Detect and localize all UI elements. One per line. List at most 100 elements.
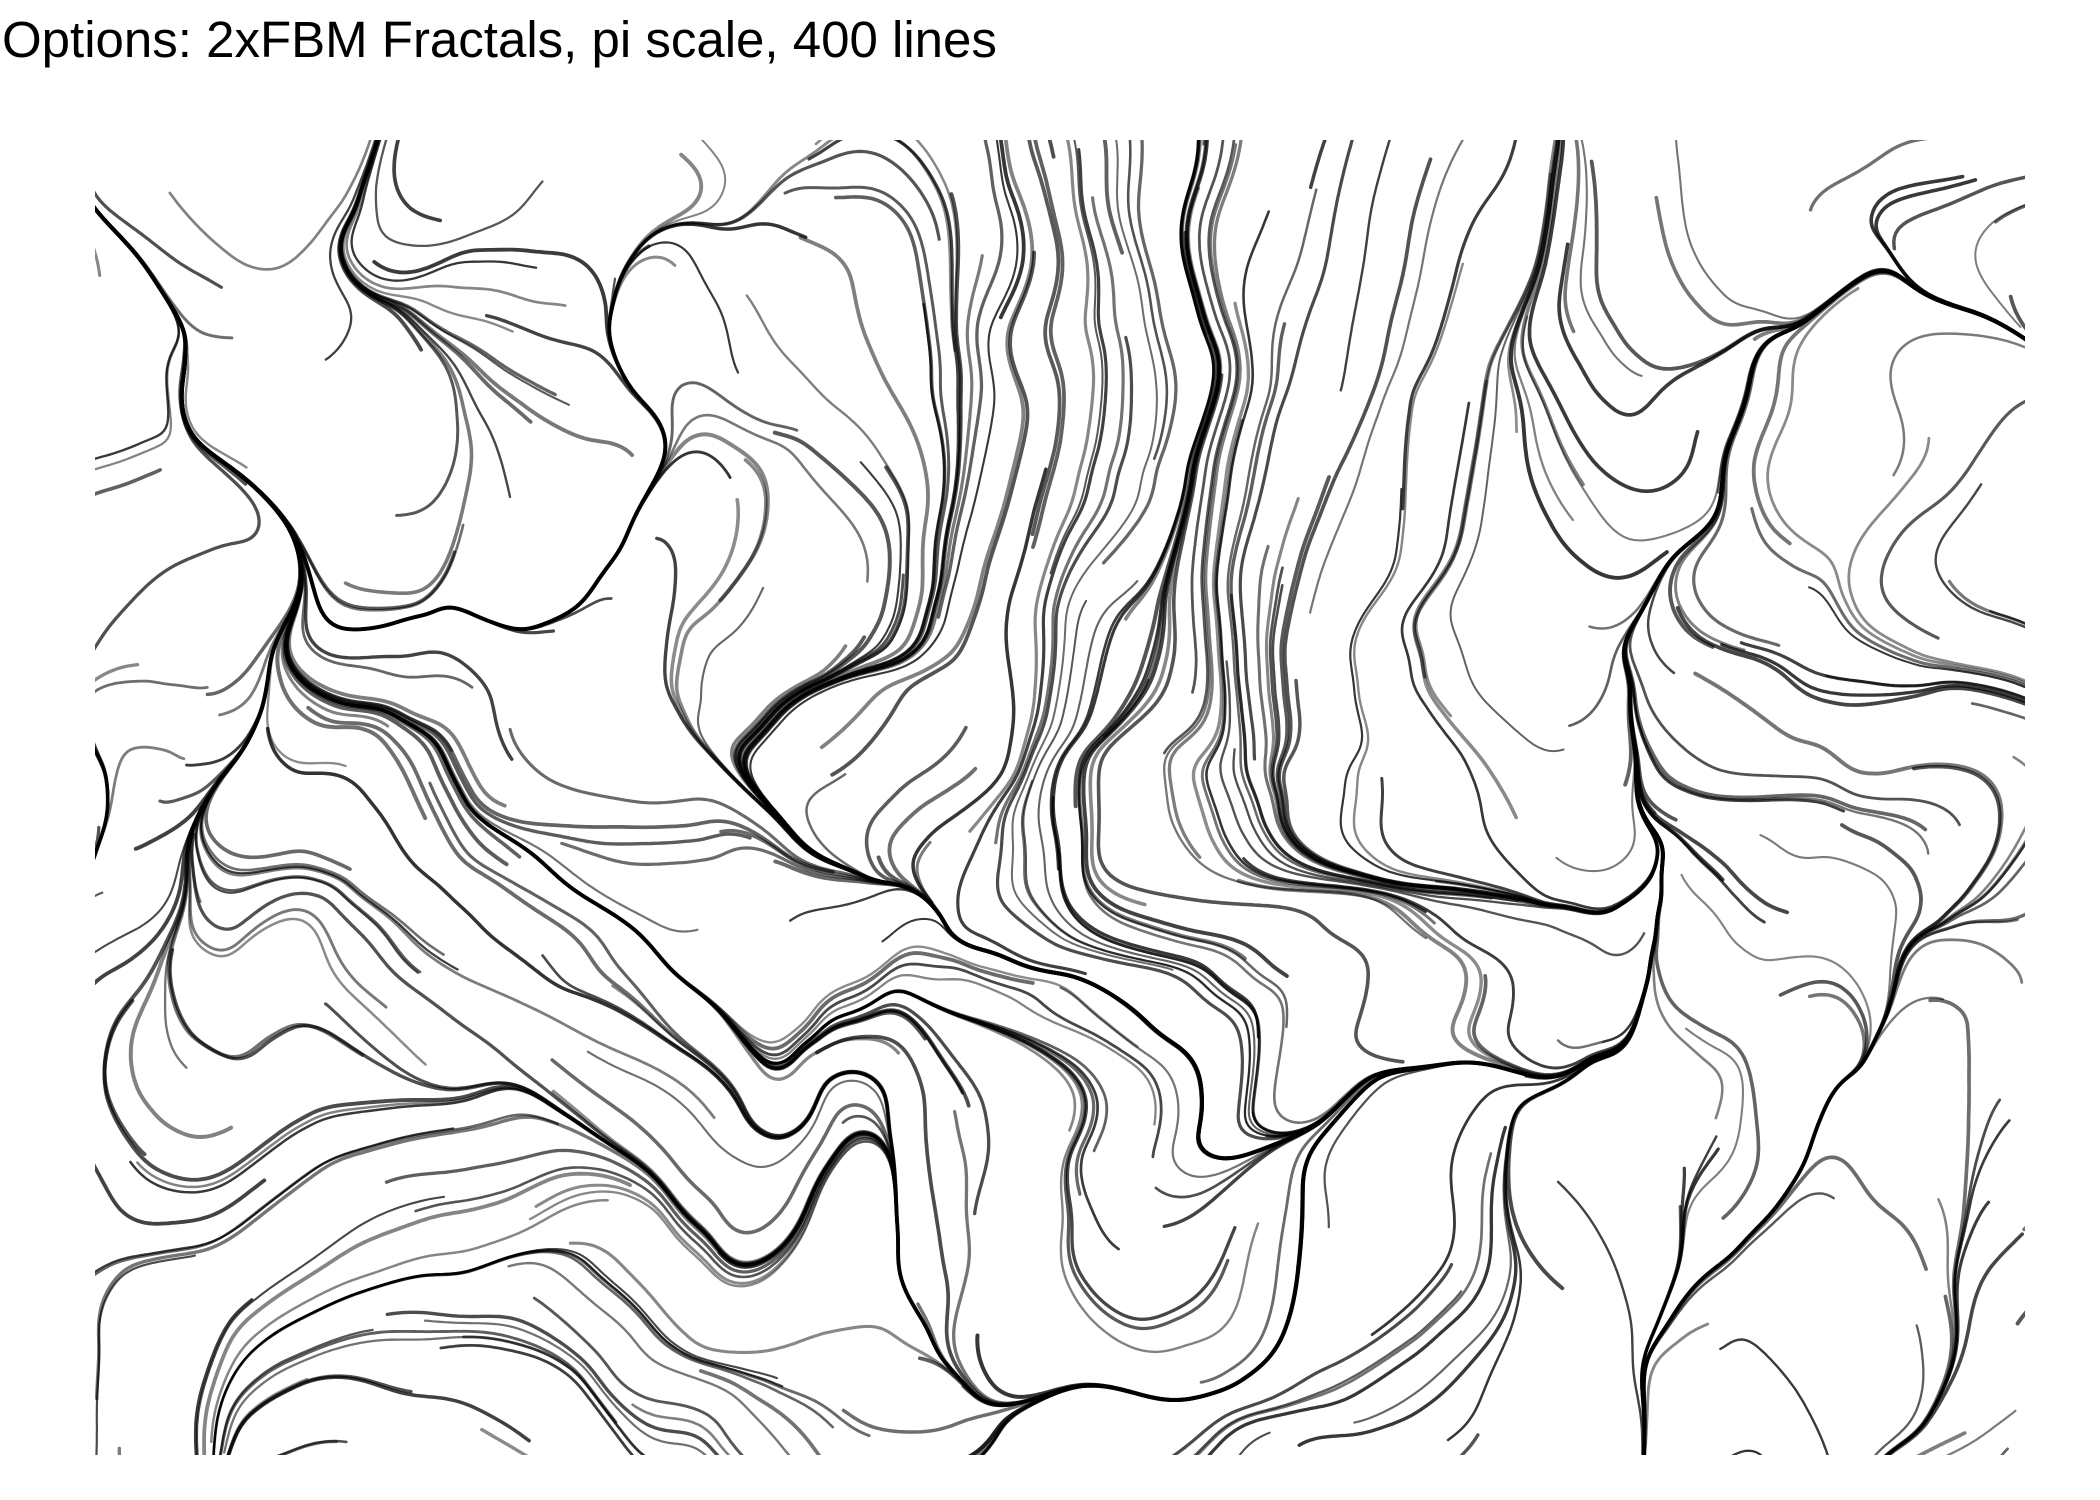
flow-line	[95, 247, 102, 277]
flow-line	[1622, 315, 1813, 1120]
flow-line	[2008, 294, 2025, 331]
flow-line	[2015, 1310, 2025, 1326]
flow-line	[1077, 678, 1663, 1125]
flow-line	[259, 492, 1096, 1196]
flow-line	[1352, 262, 1567, 908]
flow-line	[262, 140, 957, 631]
flow-line	[95, 205, 474, 631]
flow-line	[1889, 332, 2025, 477]
flow-line	[807, 140, 960, 686]
flow-line	[1162, 140, 1239, 755]
flow-line	[1640, 1204, 1683, 1455]
flow-line	[1010, 140, 1174, 971]
flow-line	[1171, 1263, 1454, 1455]
flow-line	[532, 1296, 1010, 1455]
flow-line	[1154, 886, 1663, 1199]
flow-line	[1664, 81, 1673, 111]
flow-line	[1229, 322, 1660, 915]
flow-line	[1874, 1324, 1925, 1455]
flow-line	[226, 1374, 413, 1455]
flow-line	[830, 250, 1036, 777]
flow-line	[267, 1250, 834, 1429]
flow-line	[1955, 122, 2085, 136]
flow-line	[1167, 140, 1243, 859]
flow-line	[1692, 269, 2025, 647]
flow-line	[1766, 287, 2025, 685]
flow-line	[202, 1171, 632, 1455]
flow-line	[168, 140, 372, 271]
flow-line	[226, 1375, 531, 1455]
flow-line	[374, 140, 544, 248]
flow-line	[631, 1013, 1640, 1455]
flow-line	[95, 468, 162, 861]
flow-line	[1275, 475, 1655, 915]
flow-line	[219, 1329, 618, 1455]
flow-line	[227, 244, 668, 632]
flow-line	[1680, 912, 2025, 1304]
flow-line	[1883, 1294, 1954, 1455]
flow-line	[658, 945, 1139, 1048]
flow-line	[193, 1298, 254, 1455]
flow-line	[1945, 1409, 2017, 1455]
flow-line	[1205, 210, 1427, 914]
flow-line	[95, 745, 186, 860]
flow-line	[2059, 1044, 2083, 1059]
flow-line	[133, 333, 303, 851]
flow-line	[1974, 203, 2025, 328]
flow-line	[819, 140, 1035, 750]
flow-line	[1739, 641, 2025, 700]
flow-line	[1884, 1198, 1956, 1455]
flow-line	[1088, 186, 1223, 907]
flow-line	[1297, 590, 1665, 1447]
flow-line	[1808, 140, 1929, 212]
flow-line	[1226, 188, 1493, 900]
flow-line	[95, 206, 465, 612]
flow-line	[1847, 436, 2025, 683]
flow-line	[1077, 538, 1289, 1029]
flow-line	[1513, 140, 1575, 522]
flow-line	[1096, 373, 1405, 1064]
flow-line	[311, 149, 941, 632]
flow-line	[1459, 1433, 1480, 1455]
flow-line	[95, 205, 556, 635]
flow-line	[1884, 998, 1971, 1455]
flow-line	[995, 335, 1463, 1141]
flow-line	[783, 185, 951, 710]
flow-line	[1353, 571, 1665, 1424]
flow-line	[95, 205, 234, 340]
flow-line	[372, 247, 668, 632]
flow-line	[528, 1140, 895, 1288]
flow-line	[95, 375, 261, 860]
flow-line	[1643, 1322, 1710, 1455]
flow-line	[223, 1335, 646, 1455]
flow-line	[1885, 1119, 2011, 1455]
flow-line	[95, 206, 613, 632]
flow-line	[1640, 1135, 1718, 1455]
flow-line	[1190, 140, 1232, 694]
flow-line	[95, 662, 140, 860]
flow-line	[1750, 507, 2025, 688]
flow-line	[2022, 1225, 2025, 1232]
flow-line	[2054, 1210, 2081, 1233]
flow-line	[1624, 269, 1962, 813]
flow-line	[163, 80, 169, 128]
flow-line	[1642, 918, 2019, 1455]
flow-line	[1892, 175, 2025, 251]
flow-line	[1412, 140, 1558, 679]
flow-line	[1668, 269, 2025, 649]
flow-line	[342, 140, 514, 333]
flow-line	[1556, 270, 2025, 1050]
flow-line	[1661, 1475, 1700, 1500]
flow-line	[1049, 140, 1104, 575]
flow-line	[1414, 172, 1552, 718]
flow-line	[1077, 140, 1247, 961]
flow-line	[95, 206, 180, 461]
flow-line	[95, 206, 347, 768]
flow-line	[303, 255, 677, 631]
flow-line	[37, 1209, 90, 1235]
flow-line	[218, 1328, 374, 1455]
flow-line	[1195, 1152, 1493, 1455]
flow-line	[195, 1195, 446, 1455]
flow-lines	[37, 80, 2085, 1500]
